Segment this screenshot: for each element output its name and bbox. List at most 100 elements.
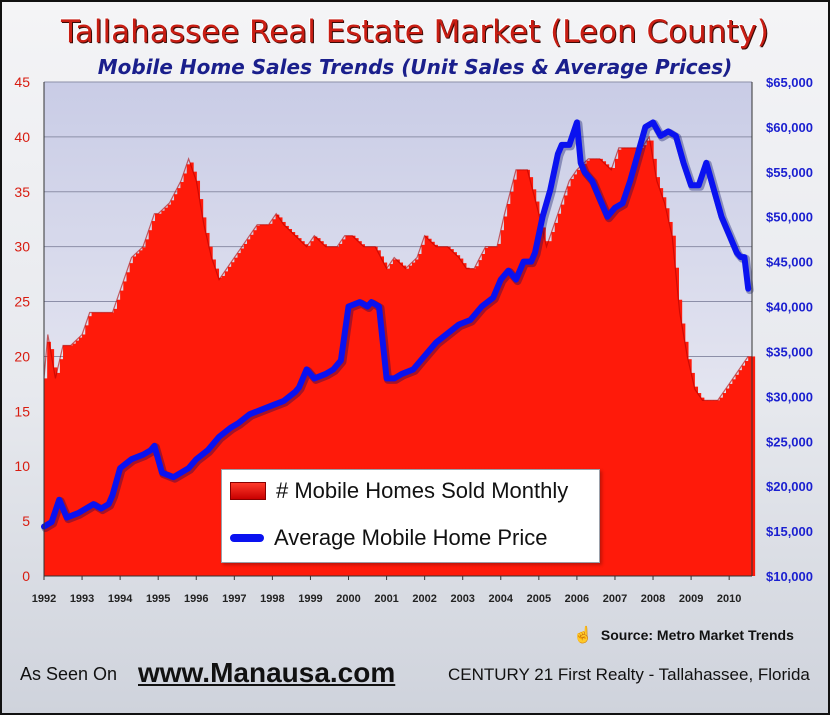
x-axis-tick-label: 2008 [641,593,665,605]
sales-bar [735,374,740,576]
sales-bar [266,224,270,576]
sales-bar [751,356,756,576]
sales-bar [446,246,451,576]
sales-bar [307,245,312,577]
sales-bar [434,244,438,576]
sales-bar [212,259,216,576]
sales-bar [237,253,242,576]
sales-bar [624,147,629,576]
sales-bar [158,213,162,576]
sales-bar [145,239,150,576]
x-axis-tick-label: 2009 [679,593,703,605]
legend-swatch-area [230,482,266,500]
sales-bar [377,250,381,576]
chart-subtitle: Mobile Home Sales Trends (Unit Sales & A… [97,55,733,79]
sales-bar [430,241,435,576]
sales-bar [706,400,711,576]
sales-bar [510,191,515,576]
sales-bar [719,397,724,576]
sales-bar [443,246,448,576]
sales-bar [503,216,508,576]
x-axis-tick-label: 2005 [527,593,551,605]
left-axis-tick-label: 25 [14,294,30,310]
sales-bar [542,227,546,576]
axes [43,82,753,577]
right-axis-tick-label: $15,000 [766,524,813,539]
website-link[interactable]: www.Manausa.com [138,657,396,688]
sales-bar [234,257,239,576]
sales-bar [592,158,597,576]
sales-bar [329,246,334,576]
sales-bar [132,256,137,576]
sales-bar [170,200,175,577]
sales-bar [402,265,407,576]
sales-bar [738,370,743,576]
sales-bar [297,238,302,576]
sales-bar [392,259,397,576]
sales-bar [618,149,622,576]
sales-bar [148,230,153,576]
sales-bar [304,244,308,576]
right-axis-tick-label: $60,000 [766,120,813,135]
sales-bar [678,299,683,576]
sales-bar [59,359,64,576]
sales-bar [358,241,362,576]
sales-bar [573,174,578,576]
sales-bar [634,147,638,576]
sales-bar [694,386,699,576]
sales-bar [120,290,124,576]
sales-bar [300,241,305,576]
sales-bar [548,241,553,576]
sales-bar [389,264,394,576]
source-note: ☝ Source: Metro Market Trends [573,625,794,645]
sales-bar [275,214,280,577]
sales-bar [63,345,67,576]
sales-bar [640,147,645,576]
x-axis-tick-label: 2004 [489,593,514,605]
sales-bar [687,359,692,576]
sales-bar [326,246,331,576]
left-axis-tick-label: 20 [14,348,30,364]
x-axis-tick-label: 1993 [70,593,94,605]
sales-bar [437,246,442,576]
x-axis-tick-label: 2002 [412,593,436,605]
right-axis-tick-label: $45,000 [766,255,813,270]
sales-bar [202,217,207,577]
legend-item-sales: # Mobile Homes Sold Monthly [230,478,568,504]
sales-bar [681,323,686,576]
sales-bar [101,312,105,576]
sales-bar [183,173,188,576]
right-axis-tick-label: $25,000 [766,434,813,449]
agency-text: CENTURY 21 First Realty - Tallahassee, F… [448,665,810,684]
x-axis-tick-label: 2010 [717,593,741,605]
sales-bar [75,340,80,576]
sales-bar [316,238,321,576]
sales-area-series [43,135,756,577]
sales-bar [732,379,737,576]
sales-bar [545,241,549,576]
sales-bar [684,341,689,576]
sales-bar [380,256,384,576]
sales-bar [659,188,664,576]
sales-bar [288,228,293,577]
sales-bar [335,246,340,576]
sales-bar [611,167,616,576]
sales-bar [151,221,156,576]
sales-bar [319,241,324,576]
sales-bar [227,266,232,576]
sales-bar [576,169,581,577]
sales-bar [554,222,559,577]
sales-bar [278,217,283,577]
sales-bar [351,235,356,576]
sales-bar [675,267,679,576]
sales-bar [259,224,264,576]
sales-bar [386,268,391,576]
sales-bar [649,140,654,576]
legend-item-price: Average Mobile Home Price [230,525,548,551]
sales-bar [82,334,86,576]
sales-bar [123,281,128,576]
sales-bar [475,266,480,576]
x-axis-tick-label: 2007 [603,593,627,605]
sales-bar [450,249,454,576]
